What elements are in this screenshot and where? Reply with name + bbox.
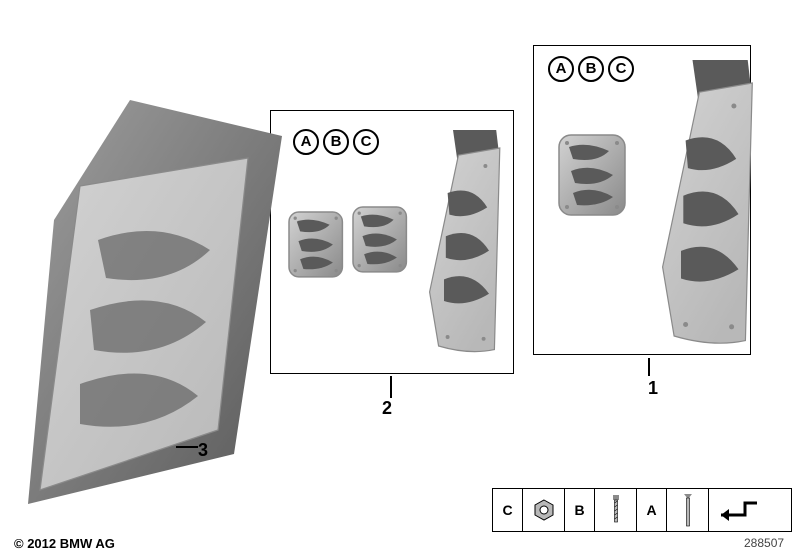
- label-c-box2: C: [353, 129, 379, 155]
- brake-pedal-cover-icon-2: [351, 205, 408, 274]
- label-a-box2: A: [293, 129, 319, 155]
- accelerator-pedal-cover-icon-2: [426, 130, 507, 355]
- label-b-box2: B: [323, 129, 349, 155]
- leader-line: [176, 446, 198, 448]
- leader-line: [648, 358, 650, 376]
- copyright-caption: © 2012 BMW AG: [14, 536, 115, 551]
- clutch-pedal-cover-icon: [287, 210, 344, 279]
- legend-letter-b: B: [565, 489, 595, 531]
- hardware-legend: CBA: [492, 488, 792, 532]
- accelerator-pedal-cover-icon: [658, 60, 762, 348]
- screw-long-icon: [667, 489, 709, 531]
- label-c-box1: C: [608, 56, 634, 82]
- leader-line: [390, 376, 392, 398]
- callout-2: 2: [382, 398, 392, 419]
- label-a-box1: A: [548, 56, 574, 82]
- return-icon: [709, 489, 765, 531]
- screw-small-icon: [595, 489, 637, 531]
- callout-1: 1: [648, 378, 658, 399]
- legend-letter-c: C: [493, 489, 523, 531]
- footrest-plate-icon: [20, 100, 290, 520]
- callout-3: 3: [198, 440, 208, 461]
- diagram-id: 288507: [744, 536, 784, 550]
- nut-icon: [523, 489, 565, 531]
- label-b-box1: B: [578, 56, 604, 82]
- legend-letter-a: A: [637, 489, 667, 531]
- brake-pedal-cover-icon: [557, 133, 627, 217]
